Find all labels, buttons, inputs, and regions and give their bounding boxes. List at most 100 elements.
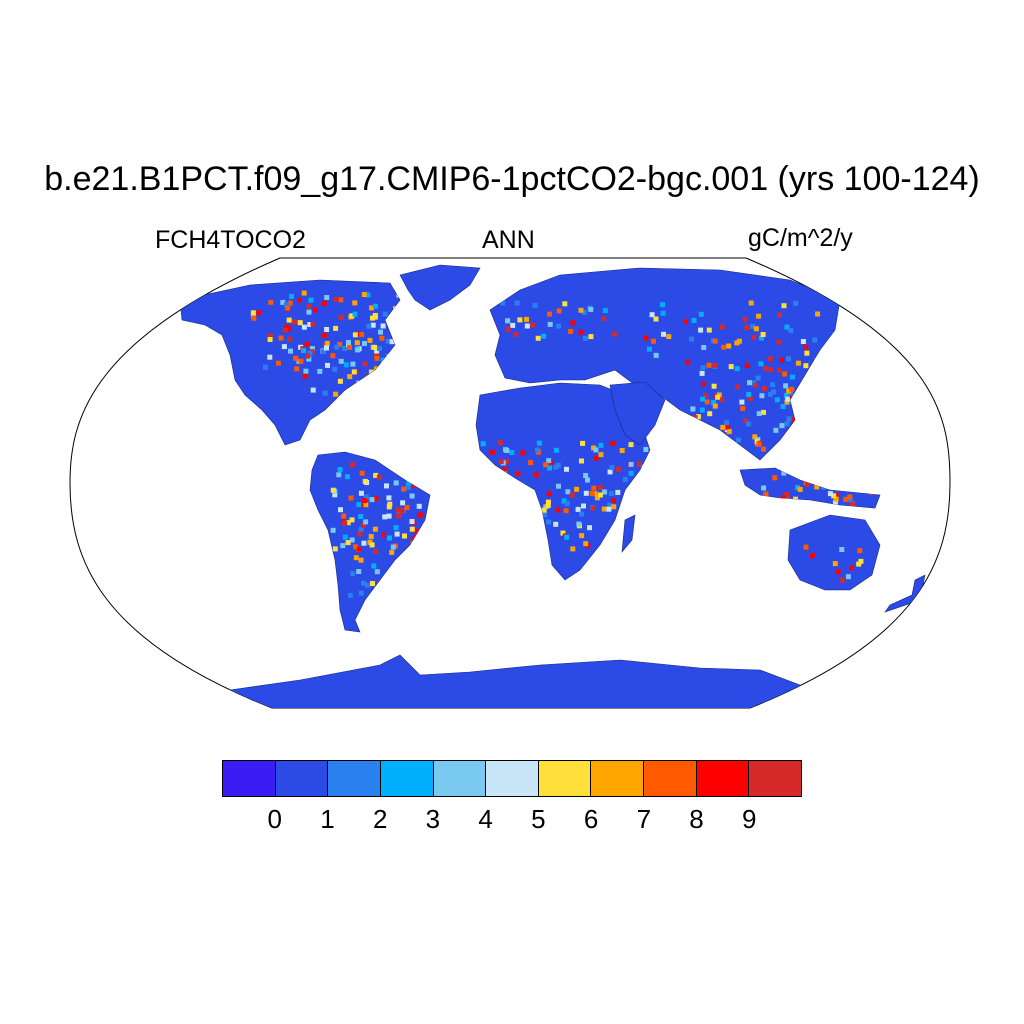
flux-cell	[340, 543, 346, 549]
flux-cell	[536, 440, 542, 446]
flux-cell	[580, 440, 586, 446]
flux-cell	[376, 474, 382, 480]
flux-cell	[780, 404, 786, 409]
flux-cell	[579, 511, 585, 517]
flux-cell	[345, 339, 351, 345]
flux-cell	[582, 335, 588, 341]
flux-cell	[325, 362, 330, 368]
land-europe-asia	[489, 267, 841, 461]
flux-cell	[800, 339, 806, 344]
flux-cell	[480, 441, 486, 447]
flux-cell	[591, 485, 597, 491]
flux-cell	[785, 396, 791, 402]
flux-cell	[581, 309, 587, 315]
flux-cell	[570, 546, 576, 552]
flux-cell	[690, 406, 696, 412]
flux-cell	[546, 519, 552, 525]
flux-cell	[250, 312, 256, 318]
flux-cell	[583, 490, 589, 496]
flux-cell	[297, 297, 302, 303]
flux-cell	[563, 508, 569, 514]
flux-cell	[369, 497, 375, 503]
flux-cell	[653, 316, 659, 322]
flux-cell	[763, 491, 769, 497]
flux-cell	[541, 333, 547, 339]
flux-cell	[734, 366, 740, 372]
colorbar-tick-label: 2	[372, 804, 388, 834]
flux-cell	[788, 328, 794, 334]
flux-cell	[700, 396, 706, 402]
flux-cell	[324, 295, 330, 300]
flux-cell	[400, 500, 406, 506]
flux-cell	[378, 329, 383, 335]
flux-cell	[342, 346, 347, 351]
flux-cell	[359, 470, 365, 476]
flux-cell	[301, 348, 307, 354]
flux-cell	[365, 292, 371, 298]
flux-cell	[355, 347, 361, 353]
flux-cell	[761, 446, 766, 452]
flux-cell	[653, 352, 659, 358]
flux-cell	[347, 374, 353, 380]
flux-cell	[304, 341, 310, 347]
flux-cell	[701, 381, 706, 387]
flux-cell	[386, 504, 392, 510]
flux-cell	[556, 308, 562, 314]
flux-cell	[345, 474, 350, 480]
flux-cell	[611, 504, 617, 510]
flux-cell	[574, 486, 580, 492]
flux-cell	[683, 319, 689, 325]
flux-cell	[510, 322, 516, 328]
flux-cell	[384, 483, 389, 489]
flux-cell	[721, 344, 727, 350]
flux-cell	[332, 546, 338, 552]
flux-cell	[849, 501, 855, 507]
flux-cell	[581, 503, 586, 509]
land-australia	[787, 514, 881, 591]
flux-cell	[330, 353, 336, 359]
flux-cell	[598, 452, 604, 458]
flux-cell	[289, 293, 295, 299]
flux-cell	[310, 387, 316, 393]
flux-cell	[250, 310, 256, 316]
flux-cell	[278, 335, 284, 341]
flux-cell	[354, 340, 360, 346]
flux-cell	[350, 361, 356, 367]
flux-cell	[287, 336, 293, 342]
flux-cell	[305, 353, 310, 359]
flux-cell	[568, 328, 574, 334]
flux-cell	[711, 399, 716, 405]
colorbar-box	[328, 761, 381, 796]
flux-cell	[701, 345, 707, 350]
flux-cell	[593, 455, 599, 461]
flux-cell	[585, 477, 590, 483]
flux-cell	[372, 344, 377, 350]
flux-cell	[747, 380, 752, 386]
flux-cell	[759, 393, 765, 399]
colorbar-box	[696, 761, 750, 796]
flux-cell	[827, 491, 833, 497]
flux-cell	[758, 335, 764, 341]
colorbar	[222, 760, 802, 797]
flux-cell	[342, 520, 348, 526]
flux-cell	[385, 338, 391, 344]
flux-cell	[357, 531, 363, 537]
flux-cell	[857, 548, 863, 554]
flux-cell	[643, 447, 649, 452]
flux-cell	[409, 526, 415, 532]
flux-cell	[505, 318, 511, 324]
flux-cell	[610, 498, 616, 503]
flux-cell	[608, 491, 614, 497]
plot-title: b.e21.B1PCT.f09_g17.CMIP6-1pctCO2-bgc.00…	[44, 160, 980, 198]
colorbar-box	[275, 761, 329, 796]
flux-cell	[615, 466, 621, 472]
land-greenland	[399, 264, 481, 311]
variable-label: FCH4TOCO2	[155, 226, 306, 254]
flux-cell	[367, 337, 373, 343]
flux-cell	[332, 366, 338, 372]
flux-cell	[282, 327, 288, 333]
flux-cell	[396, 513, 402, 519]
flux-cell	[782, 371, 788, 377]
flux-cell	[312, 307, 318, 313]
flux-cell	[401, 486, 407, 492]
